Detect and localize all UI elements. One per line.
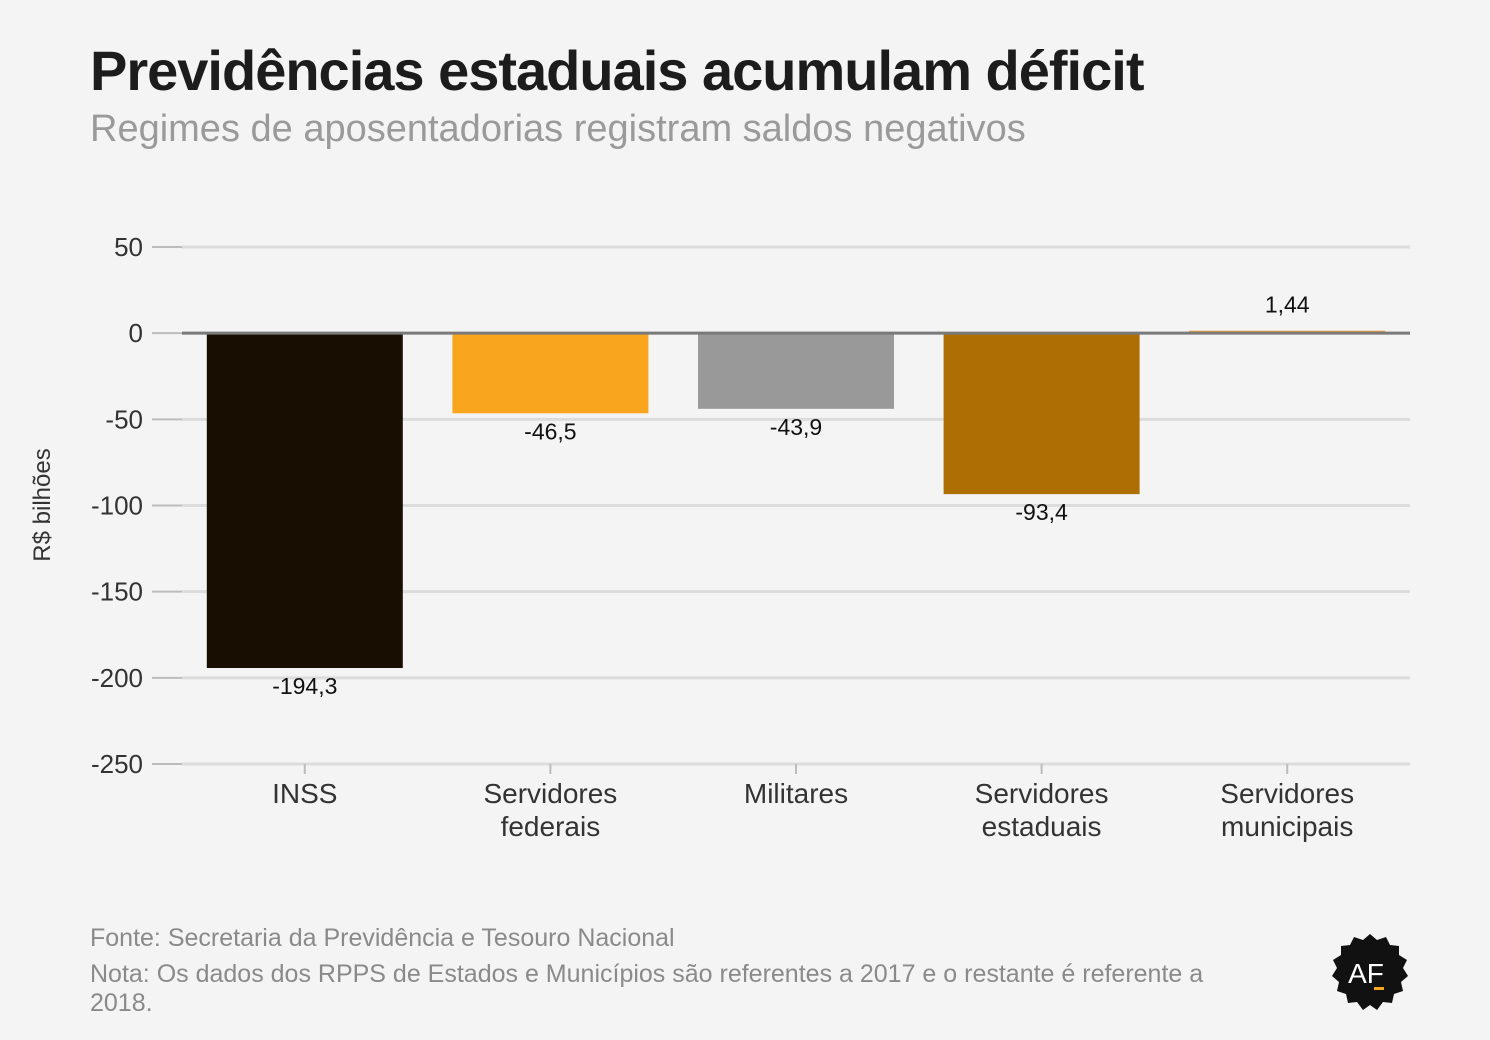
y-tick-label: -100 xyxy=(91,491,143,521)
category-label: Militares xyxy=(744,778,848,809)
data-label: 1,44 xyxy=(1265,292,1310,318)
af-logo: AF xyxy=(1332,934,1408,1010)
bar xyxy=(943,333,1140,495)
bar xyxy=(452,333,649,414)
source-note: Fonte: Secretaria da Previdência e Tesou… xyxy=(90,924,675,952)
y-tick-label: 50 xyxy=(114,232,143,262)
data-label: -194,3 xyxy=(272,673,337,699)
category-label: Servidores xyxy=(975,778,1109,809)
category-label: Servidores xyxy=(1220,778,1354,809)
labels: 50 0 -50 -100 -150 -200 -250 -194,3 INSS -46,5 Ser… xyxy=(91,232,1410,842)
bar xyxy=(206,333,403,669)
y-tick-label: 0 xyxy=(129,318,143,348)
bars xyxy=(206,330,1386,669)
chart-subtitle: Regimes de aposentadorias registram sald… xyxy=(90,108,1026,150)
footnote: Nota: Os dados dos RPPS de Estados e Mun… xyxy=(90,960,1204,1017)
bar xyxy=(698,333,894,409)
logo-badge-shape xyxy=(1332,934,1408,1010)
category-label: estaduais xyxy=(982,811,1102,842)
category-label: municipais xyxy=(1221,811,1353,842)
data-label: -43,9 xyxy=(770,414,822,440)
y-tick-label: -200 xyxy=(91,663,143,693)
y-tick-label: -150 xyxy=(91,577,143,607)
data-label: -93,4 xyxy=(1015,499,1068,525)
bar-chart: 50 0 -50 -100 -150 -200 -250 -194,3 INSS -46,5 Ser… xyxy=(29,232,1410,842)
logo-text: AF xyxy=(1348,958,1384,989)
data-label: -46,5 xyxy=(524,418,576,444)
category-label: INSS xyxy=(272,778,337,809)
y-tick-label: -250 xyxy=(91,749,143,779)
category-label: Servidores xyxy=(483,778,617,809)
logo-underline xyxy=(1374,987,1384,990)
y-axis-label: R$ bilhões xyxy=(29,448,56,561)
y-tick-label: -50 xyxy=(105,404,143,434)
chart-title: Previdências estaduais acumulam déficit xyxy=(90,39,1144,102)
category-label: federais xyxy=(501,811,601,842)
